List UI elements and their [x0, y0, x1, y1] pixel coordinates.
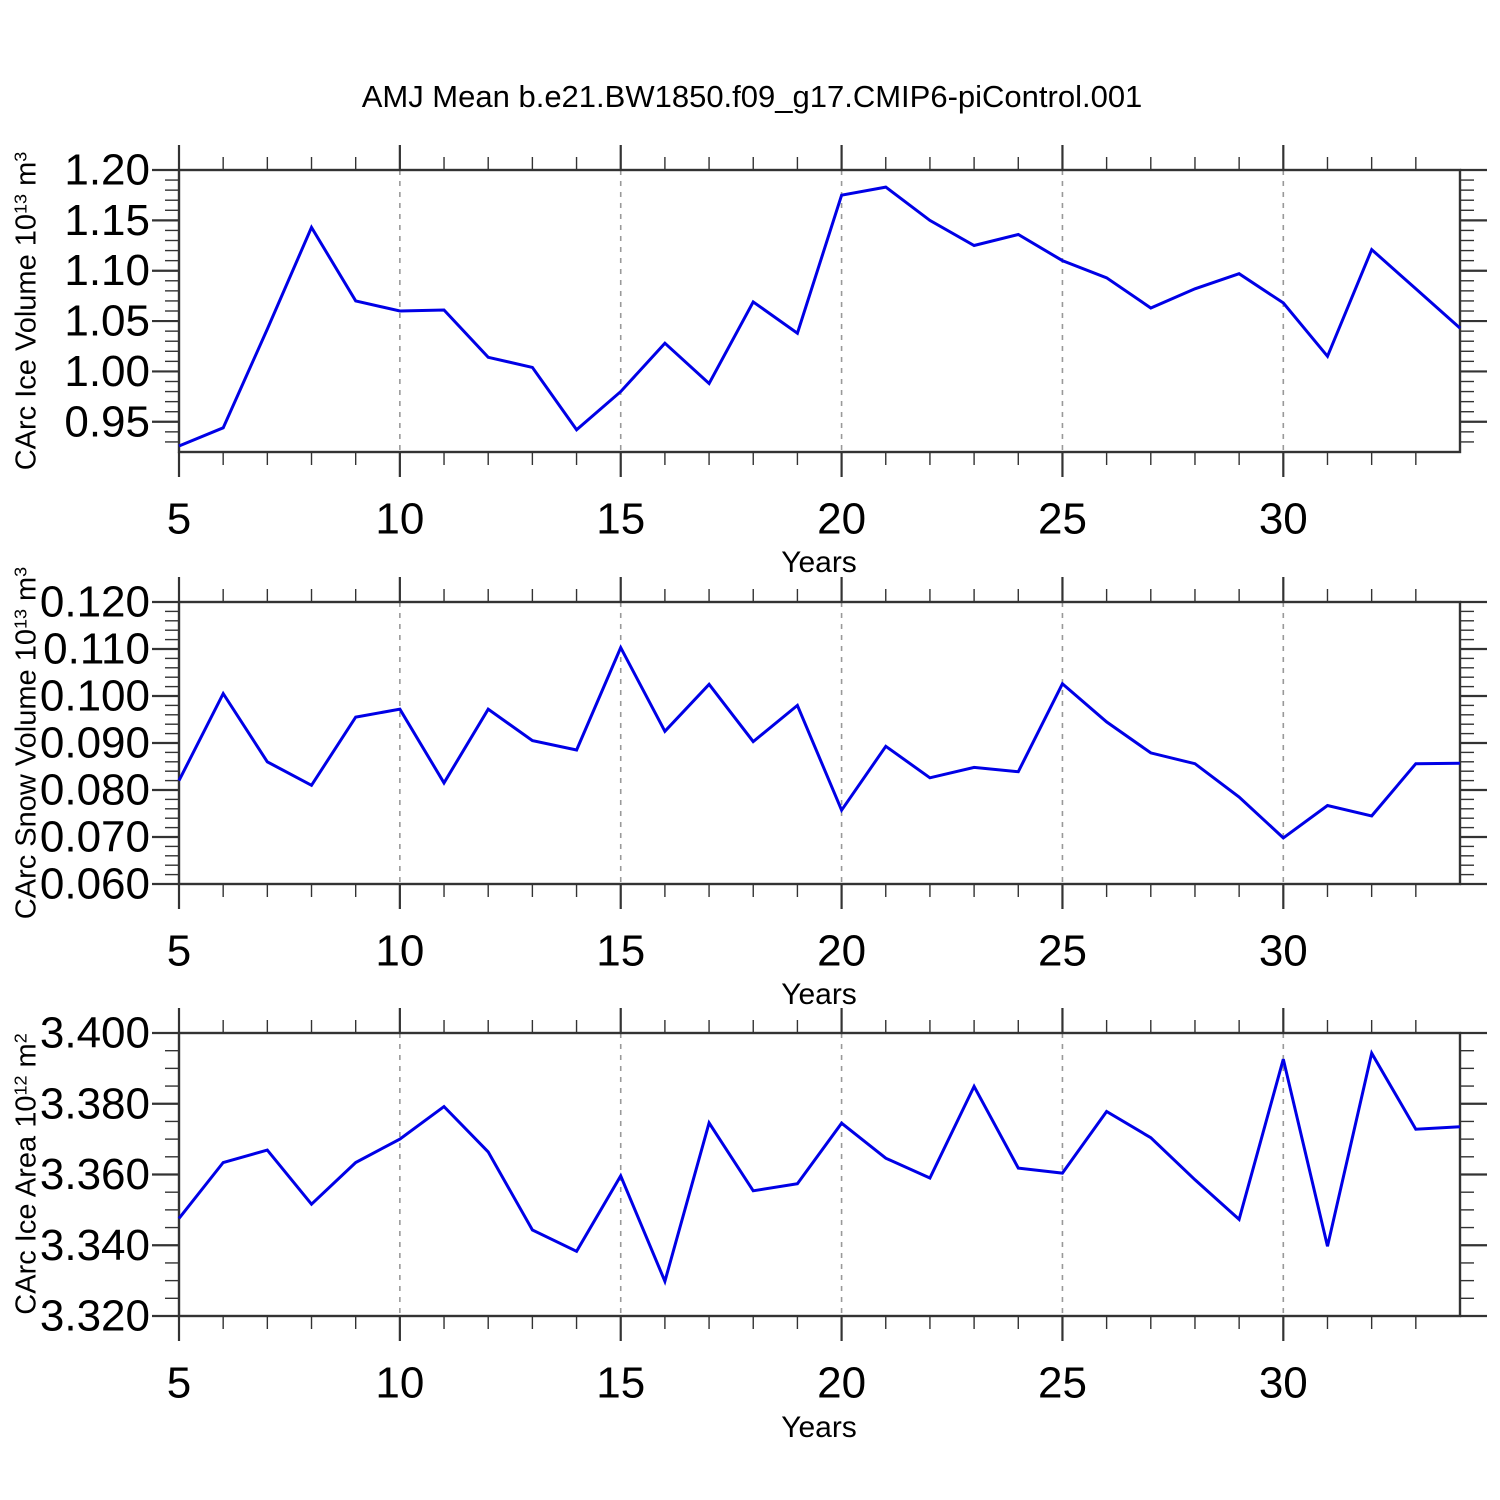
- data-line-carc-ice-area: [177, 1049, 1461, 1286]
- ylabel-text: CArc Ice Area 10: [10, 1095, 43, 1315]
- y-axis-title-ice-area: CArc Ice Area 1012 m2: [11, 1033, 44, 1314]
- y-tick-label: 1.05: [64, 297, 150, 346]
- x-tick-label: 15: [596, 927, 645, 976]
- x-tick-label: 5: [167, 927, 191, 976]
- x-tick-label: 30: [1259, 495, 1308, 544]
- y-tick-label: 3.380: [40, 1079, 150, 1128]
- y-tick-label: 3.340: [40, 1221, 150, 1270]
- ylabel-text: m: [10, 576, 43, 610]
- x-axis-title-years-3: Years: [781, 1411, 857, 1444]
- ylabel-superscript: 3: [10, 566, 31, 577]
- plot-box: [177, 168, 1462, 454]
- x-tick-label: 20: [817, 495, 866, 544]
- x-tick-label: 5: [167, 1359, 191, 1408]
- plot-box: [177, 600, 1462, 886]
- y-tick-label: 0.090: [40, 719, 150, 768]
- x-tick-label: 15: [596, 1359, 645, 1408]
- ylabel-text: m: [10, 1043, 43, 1076]
- y-tick-label: 3.320: [40, 1292, 150, 1341]
- y-tick-label: 3.360: [40, 1150, 150, 1199]
- ylabel-superscript: 13: [10, 609, 31, 630]
- x-tick-label: 10: [375, 495, 424, 544]
- y-tick-label: 3.400: [40, 1009, 150, 1058]
- x-tick-label: 30: [1259, 1359, 1308, 1408]
- ylabel-superscript: 12: [10, 1075, 31, 1096]
- ylabel-text: CArc Snow Volume 10: [10, 629, 43, 920]
- y-tick-label: 0.95: [64, 397, 150, 446]
- x-tick-label: 10: [375, 927, 424, 976]
- x-tick-label: 10: [375, 1359, 424, 1408]
- plot-box: [177, 1031, 1462, 1318]
- x-tick-label: 15: [596, 495, 645, 544]
- x-tick-label: 20: [817, 1359, 866, 1408]
- figure-title: AMJ Mean b.e21.BW1850.f09_g17.CMIP6-piCo…: [361, 79, 1143, 114]
- y-tick-label: 0.100: [40, 672, 150, 721]
- ylabel-superscript: 3: [10, 151, 31, 162]
- ylabel-superscript: 2: [10, 1033, 31, 1044]
- y-tick-label: 1.10: [64, 246, 150, 295]
- y-tick-label: 1.15: [64, 196, 150, 245]
- panel-ice-area: 5 10 15 20 25 30 3.320 3.340 3.360 3.380 3.400: [40, 1008, 1487, 1408]
- data-line-carc-ice-volume: [178, 185, 1461, 448]
- x-tick-label: 25: [1038, 1359, 1087, 1408]
- x-tick-label: 20: [817, 927, 866, 976]
- data-line-carc-snow-volume: [177, 644, 1461, 840]
- x-tick-label: 5: [167, 495, 191, 544]
- ylabel-superscript: 13: [10, 193, 31, 214]
- x-tick-label: 25: [1038, 495, 1087, 544]
- y-tick-label: 0.080: [40, 766, 150, 815]
- ylabel-text: m: [10, 161, 43, 194]
- ylabel-text: CArc Ice Volume 10: [10, 213, 43, 471]
- y-axis-title-snow-volume: CArc Snow Volume 1013 m3: [11, 567, 44, 919]
- y-tick-label: 1.20: [64, 146, 150, 195]
- y-axis-title-ice-volume: CArc Ice Volume 1013 m3: [11, 152, 44, 471]
- x-axis-title-years-2: Years: [781, 978, 857, 1011]
- y-tick-label: 0.070: [40, 813, 150, 862]
- x-tick-label: 30: [1259, 927, 1308, 976]
- panel-snow-volume: 5 10 15 20 25 30 0.0600.0700.0800.0900.1000.11…: [40, 577, 1487, 976]
- y-tick-label: 1.00: [64, 347, 150, 396]
- x-tick-label: 25: [1038, 927, 1087, 976]
- y-tick-label: 0.110: [43, 625, 150, 674]
- y-tick-label: 0.120: [40, 578, 150, 627]
- y-tick-label: 0.060: [40, 860, 150, 909]
- panel-ice-volume: 5 10 15 20 25 30 0.951.001.051.101.151.20: [64, 145, 1487, 544]
- x-axis-title-years-1: Years: [781, 546, 857, 579]
